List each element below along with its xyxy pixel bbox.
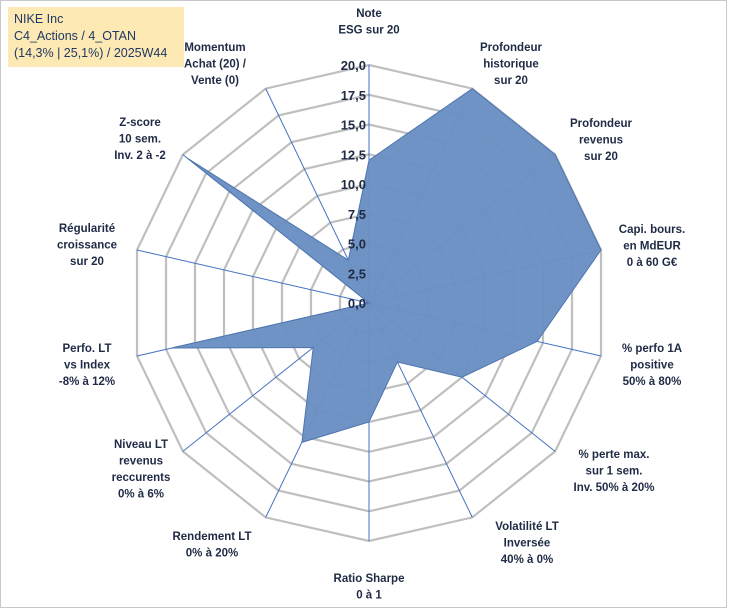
- company-name: NIKE Inc: [14, 12, 64, 26]
- tick-label: 10,0: [341, 177, 366, 192]
- tick-label: 5,0: [348, 237, 366, 252]
- axis-label: Profondeur revenus sur 20: [570, 118, 632, 163]
- axis-label: Rendement LT 0% à 20%: [172, 531, 251, 560]
- axis-label: Profondeur historique sur 20: [480, 42, 542, 87]
- series-area: [171, 87, 602, 444]
- axis-label: Régularité croissance sur 20: [57, 223, 117, 268]
- axis-label: % perfo 1A positive 50% à 80%: [622, 343, 682, 388]
- tick-label: 15,0: [341, 118, 366, 133]
- axis-label: Perfo. LT vs Index -8% à 12%: [59, 343, 115, 388]
- tick-label: 0,0: [348, 296, 366, 311]
- axis-labels: Note ESG sur 20 Profondeur historique sur 20…: [57, 8, 685, 602]
- axis-label: Note ESG sur 20: [338, 8, 399, 37]
- period-stats: (14,3% | 25,1%) / 2025W44: [14, 46, 168, 60]
- axis-label: Z-score 10 sem. Inv. 2 à -2: [114, 117, 166, 162]
- tick-label: 20,0: [341, 58, 366, 73]
- axis-label: Niveau LT revenus reccurents 0% à 6%: [112, 439, 171, 501]
- portfolio-path: C4_Actions / 4_OTAN: [14, 29, 137, 43]
- axis-label: Volatilité LT Inversée 40% à 0%: [495, 521, 558, 566]
- axis-label: % perte max. sur 1 sem. Inv. 50% à 20%: [574, 449, 655, 494]
- axis-label: Ratio Sharpe 0 à 1: [334, 573, 405, 602]
- tick-label: 12,5: [341, 147, 366, 162]
- axis-spoke: [136, 249, 370, 304]
- axis-label: Capi. bours. en MdEUR 0 à 60 G€: [619, 224, 685, 269]
- tick-label: 7,5: [348, 207, 366, 222]
- tick-label: 17,5: [341, 88, 366, 103]
- radial-tick-labels: 0,0 2,5 5,0 7,5 10,0 12,5 15,0 17,5 20,0: [341, 58, 366, 311]
- radar-series: [171, 87, 602, 444]
- axis-label: Momentum Achat (20) / Vente (0): [184, 42, 247, 87]
- tick-label: 2,5: [348, 266, 366, 281]
- info-box: NIKE Inc C4_Actions / 4_OTAN (14,3% | 25…: [8, 7, 184, 67]
